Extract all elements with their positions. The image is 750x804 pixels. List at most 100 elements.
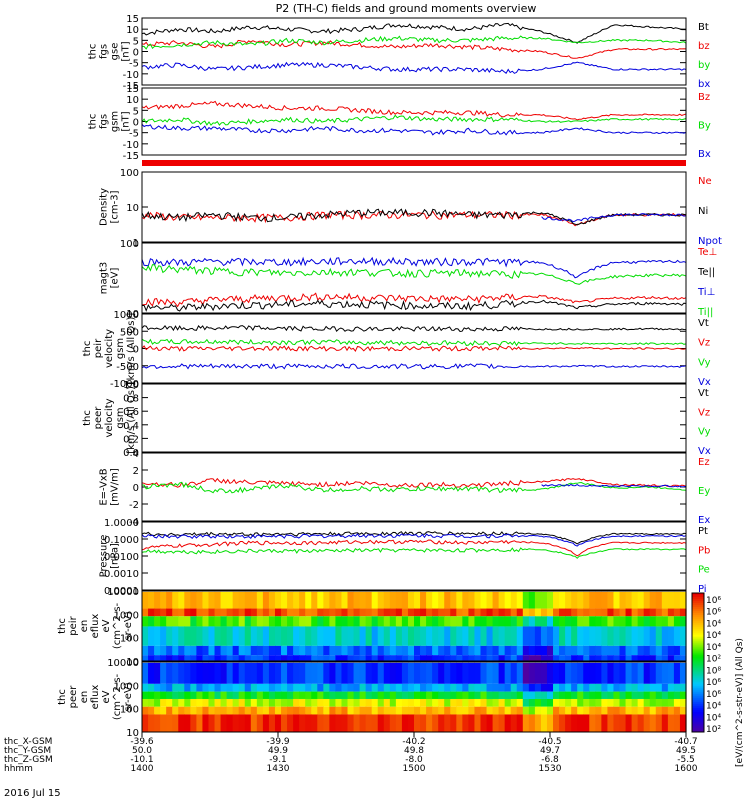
y-axis-label-line: [nPa] [110, 543, 121, 569]
spectrogram-cell [444, 608, 451, 617]
spectrogram-cell [293, 683, 300, 692]
panel-frame [141, 171, 687, 243]
spectrogram-cell [287, 655, 294, 661]
spectrogram-cell [583, 645, 590, 656]
spectrogram-cell [172, 591, 179, 609]
y-axis-label-line: peer [93, 406, 104, 430]
spectrogram-cell [196, 691, 204, 699]
spectrogram-cell [546, 691, 554, 699]
spectrogram-cell [329, 714, 337, 732]
spectrogram-cell [184, 655, 191, 661]
spectrogram-cell [589, 683, 596, 692]
series-line-Vz [141, 345, 687, 353]
spectrogram-cell [450, 706, 457, 715]
spectrogram-cell [607, 645, 615, 656]
x-tick-label: -40.5 [538, 737, 561, 747]
y-axis-label-line: [eV] [110, 268, 121, 289]
spectrogram-cell [389, 616, 397, 627]
spectrogram-cell [655, 662, 663, 684]
spectrogram-cell [655, 616, 663, 627]
legend-entry: By [698, 121, 711, 132]
legend-entry: Vx [698, 377, 711, 388]
y-tick-label: 10 [126, 203, 139, 214]
spectrogram-cell [565, 655, 572, 661]
spectrogram-cell [401, 698, 409, 707]
spectrogram-cell [631, 662, 639, 684]
spectrogram-cell [450, 645, 457, 656]
y-axis-label: thcpeervelocitygsm[km/s (All Qs)] [82, 382, 137, 454]
colorbar-swatch [692, 724, 704, 727]
spectrogram-cell [401, 608, 409, 617]
spectrogram-cell [492, 706, 500, 715]
spectrogram-cell [480, 616, 488, 627]
spectrogram-cell [256, 608, 264, 617]
panel-temp: magt3[eV] 100 10 Te⊥ Te|| Ti⊥ Ti|| [99, 239, 718, 320]
spectrogram-cell [226, 626, 234, 646]
spectrogram-cell [661, 714, 669, 732]
spectrogram-cell [577, 645, 584, 656]
y-tick-label: 0 [133, 118, 139, 129]
spectrogram-cell [142, 662, 149, 684]
spectrogram-cell [232, 591, 240, 609]
colorbar-tick-label: 10² [706, 725, 721, 735]
spectrogram-cell [637, 626, 645, 646]
spectrogram-cell [274, 616, 282, 627]
spectrogram-cell [148, 714, 155, 732]
y-axis-label-line: thc [88, 44, 99, 60]
spectrogram-cell [256, 645, 264, 656]
spectrogram-cell [365, 691, 373, 699]
spectrogram-cell [335, 645, 343, 656]
x-tick-label: 49.8 [404, 746, 424, 756]
spectrogram-cell [281, 714, 288, 732]
spectrogram-cell [522, 616, 530, 627]
spectrogram-cell [498, 655, 506, 661]
spectrogram-cell [679, 645, 687, 656]
spectrogram-cell [577, 691, 584, 699]
spectrogram-cell [142, 645, 149, 656]
spectrogram-cell [534, 645, 542, 656]
spectrogram-cell [305, 645, 312, 656]
spectrogram-cell [166, 714, 173, 732]
spectrogram-cell [414, 616, 421, 627]
spectrogram-cell [226, 645, 234, 656]
series-line-Pe [141, 547, 687, 559]
x-tick-label: 1400 [131, 764, 154, 774]
y-tick-label: 0.2 [123, 434, 139, 445]
colorbar-swatch [692, 602, 704, 606]
y-axis-label: thcfgsgse[nT] [88, 41, 132, 61]
spectrogram-cell [190, 706, 197, 715]
spectrogram-cell [142, 616, 149, 627]
spectrogram-cell [679, 626, 687, 646]
spectrogram-cell [522, 714, 530, 732]
spectrogram-cell [311, 645, 318, 656]
spectrogram-cell [178, 645, 185, 656]
spectrogram-cell [172, 683, 179, 692]
series-line-Ez [141, 477, 687, 488]
spectrogram-cell [414, 626, 421, 646]
spectrogram-cell [492, 591, 500, 609]
spectrogram-cell [583, 714, 590, 732]
spectrogram-cell [202, 714, 210, 732]
spectrogram-cell [420, 662, 427, 684]
series-line-Bz [141, 100, 687, 121]
spectrogram-cell [468, 626, 476, 646]
spectrogram-cell [498, 626, 506, 646]
spectrogram-cell [383, 608, 391, 617]
spectrogram-cell [166, 655, 173, 661]
spectrogram-cell [353, 626, 361, 646]
spectrogram-cell [389, 626, 397, 646]
spectrogram-cell [492, 645, 500, 656]
spectrogram-cell [504, 626, 512, 646]
spectrogram-cell [359, 698, 367, 707]
series-line-Ni [141, 208, 687, 226]
spectrogram-cell [341, 616, 349, 627]
colorbar-swatch [692, 662, 704, 665]
spectrogram-cell [577, 683, 584, 692]
spectrogram-cell [528, 714, 536, 732]
y-axis-label-line: eV [101, 619, 112, 632]
x-tick-label: -40.7 [674, 737, 697, 747]
spectrogram-cell [438, 591, 445, 609]
spectrogram-cell [238, 655, 246, 661]
spectrogram-cell [498, 714, 506, 732]
